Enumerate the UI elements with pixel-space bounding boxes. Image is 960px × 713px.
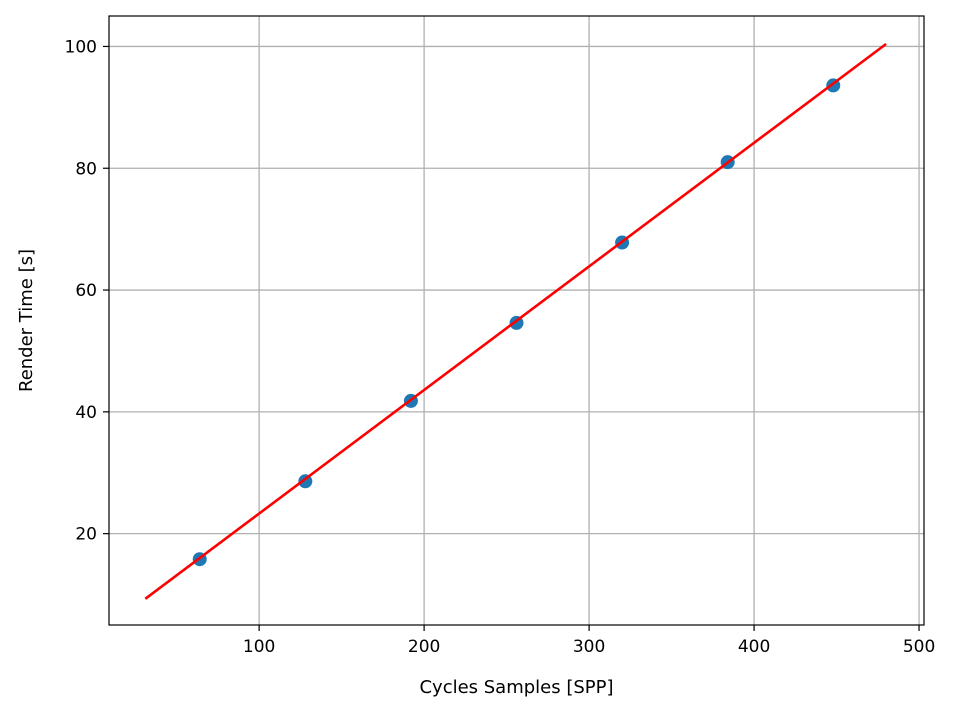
x-tick-label: 200 [408,637,440,657]
x-tick-label: 300 [573,637,605,657]
series-layer [144,42,887,600]
x-tick-label: 500 [903,637,935,657]
x-axis-label: Cycles Samples [SPP] [419,677,613,698]
y-axis-ticks: 20 40 60 80 100 [65,37,109,545]
x-tick-label: 100 [243,637,275,657]
y-tick-label: 100 [65,37,97,57]
y-tick-label: 40 [75,403,97,423]
y-axis-label: Render Time [s] [16,249,37,392]
x-axis-ticks: 100 200 300 400 500 [243,625,935,657]
x-tick-label: 400 [738,637,770,657]
plot-frame [108,15,925,626]
y-tick-label: 20 [75,525,97,545]
y-tick-label: 60 [75,281,97,301]
fit-line [144,42,887,600]
grid [109,16,924,625]
y-tick-label: 80 [75,159,97,179]
